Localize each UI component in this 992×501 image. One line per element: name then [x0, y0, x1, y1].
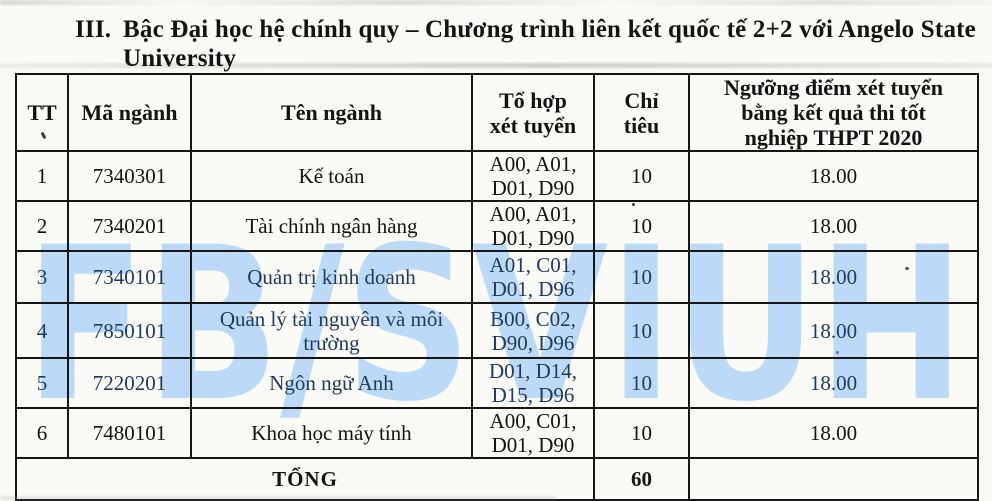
cell-nguong-diem: 18.00	[688, 200, 979, 252]
cell-tt: 2	[15, 200, 69, 252]
cell-ma-nganh: 7480101	[67, 407, 192, 459]
cell-tt: 4	[15, 302, 69, 359]
section-title: Bậc Đại học hệ chính quy – Chương trình …	[123, 15, 976, 73]
cell-ma-nganh: 7340101	[67, 250, 192, 304]
cell-chi-tieu: 10	[593, 250, 690, 304]
cell-ten-nganh: Tài chính ngân hàng	[190, 200, 473, 252]
table-row-3: 3 7340101 Quản trị kinh doanh A01, C01, …	[15, 250, 979, 304]
cell-chi-tieu: 10	[593, 357, 690, 409]
cell-to-hop: A00, C01, D01, D90	[471, 407, 595, 459]
cell-nguong-diem: 18.00	[688, 150, 979, 202]
header-ten-nganh: Tên ngành	[190, 73, 473, 152]
section-number: III.	[75, 16, 112, 43]
table-header-row: TT Mã ngành Tên ngành Tổ hợp xét tuyển C…	[15, 73, 979, 152]
cell-to-hop: A00, A01, D01, D90	[471, 200, 595, 252]
admission-table: TT Mã ngành Tên ngành Tổ hợp xét tuyển C…	[15, 73, 979, 501]
cell-nguong-diem: 18.00	[688, 302, 979, 359]
header-nguong-diem: Ngưỡng điểm xét tuyển bằng kết quả thi t…	[688, 73, 979, 152]
table-row-6: 6 7480101 Khoa học máy tính A00, C01, D0…	[15, 407, 979, 459]
cell-chi-tieu: 10	[593, 150, 690, 202]
total-quota: 60	[593, 457, 690, 501]
cell-tt: 6	[15, 407, 69, 459]
cell-ma-nganh: 7340201	[67, 200, 192, 252]
cell-nguong-diem: 18.00	[688, 250, 979, 304]
cell-to-hop: A00, A01, D01, D90	[471, 150, 595, 202]
total-score-empty	[688, 457, 979, 501]
table-row-1: 1 7340301 Kế toán A00, A01, D01, D90 10 …	[15, 150, 979, 202]
cell-nguong-diem: 18.00	[688, 357, 979, 409]
cell-ma-nganh: 7850101	[67, 302, 192, 359]
table-total-row: TỔNG 60	[15, 457, 979, 501]
cell-chi-tieu: 10	[593, 200, 690, 252]
cell-ten-nganh: Kế toán	[190, 150, 473, 202]
cell-chi-tieu: 10	[593, 302, 690, 359]
table-row-2: 2 7340201 Tài chính ngân hàng A00, A01, …	[15, 200, 979, 252]
cell-to-hop: A01, C01, D01, D96	[471, 250, 595, 304]
cell-ten-nganh: Quản lý tài nguyên và môi trường	[190, 302, 473, 359]
cell-ten-nganh: Khoa học máy tính	[190, 407, 473, 459]
header-chi-tieu: Chỉ tiêu	[593, 73, 690, 152]
cell-ten-nganh: Quản trị kinh doanh	[190, 250, 473, 304]
cell-ma-nganh: 7220201	[67, 357, 192, 409]
table-row-4: 4 7850101 Quản lý tài nguyên và môi trườ…	[15, 302, 979, 359]
table-row-5: 5 7220201 Ngôn ngữ Anh D01, D14, D15, D9…	[15, 357, 979, 409]
cell-chi-tieu: 10	[593, 407, 690, 459]
cell-tt: 3	[15, 250, 69, 304]
cell-ten-nganh: Ngôn ngữ Anh	[190, 357, 473, 409]
section-title-line1: Bậc Đại học hệ chính quy – Chương trình …	[123, 16, 976, 43]
cell-to-hop: B00, C02, D90, D96	[471, 302, 595, 359]
header-to-hop: Tổ hợp xét tuyển	[471, 73, 595, 152]
section-title-line2: University	[123, 45, 237, 72]
header-ma-nganh: Mã ngành	[67, 73, 192, 152]
total-label: TỔNG	[15, 457, 595, 501]
cell-tt: 1	[15, 150, 69, 202]
cell-nguong-diem: 18.00	[688, 407, 979, 459]
cell-to-hop: D01, D14, D15, D96	[471, 357, 595, 409]
section-heading: III. Bậc Đại học hệ chính quy – Chương t…	[75, 15, 976, 73]
header-tt: TT	[15, 73, 69, 152]
cell-tt: 5	[15, 357, 69, 409]
cell-ma-nganh: 7340301	[67, 150, 192, 202]
